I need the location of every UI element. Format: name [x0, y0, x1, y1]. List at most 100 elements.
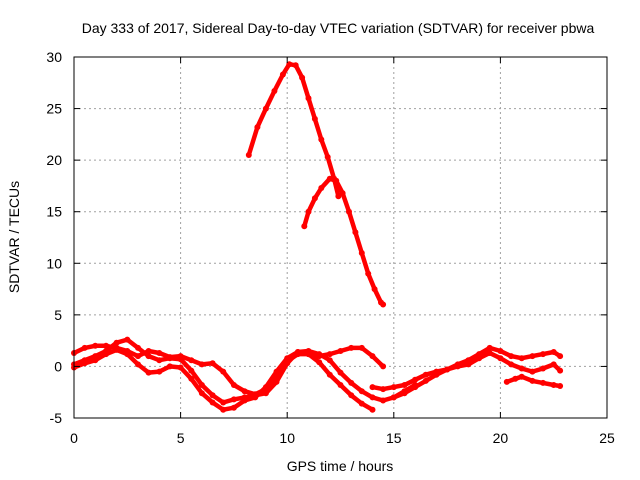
- data-point: [252, 394, 259, 401]
- data-point: [273, 378, 280, 385]
- data-point: [550, 382, 557, 388]
- data-point: [390, 394, 397, 401]
- series-track-2: [71, 336, 419, 406]
- y-tick-label: 30: [46, 49, 62, 65]
- data-point: [412, 384, 419, 391]
- data-point: [273, 368, 280, 375]
- data-point: [305, 208, 312, 215]
- data-point: [326, 175, 333, 182]
- data-point: [326, 357, 333, 364]
- x-tick-label: 20: [493, 430, 509, 446]
- x-axis-title: GPS time / hours: [287, 458, 394, 474]
- data-point: [518, 373, 525, 380]
- data-point: [279, 71, 286, 78]
- data-point: [230, 382, 237, 388]
- y-tick-label: -5: [50, 410, 63, 426]
- data-point: [124, 351, 131, 358]
- data-point: [156, 368, 163, 375]
- data-point: [241, 388, 248, 395]
- data-point: [81, 360, 88, 367]
- data-point: [145, 369, 152, 376]
- data-point: [230, 404, 237, 411]
- data-point: [135, 353, 141, 360]
- y-tick-label: 10: [46, 255, 62, 271]
- data-point: [220, 368, 227, 375]
- y-tick-label: 20: [46, 152, 62, 168]
- data-point: [486, 350, 493, 356]
- data-point: [135, 361, 141, 368]
- data-point: [245, 152, 252, 158]
- data-point: [380, 363, 387, 370]
- data-point: [358, 388, 365, 395]
- data-point: [529, 377, 536, 384]
- axis-ticks: 0 5 10 15 20 25 -5 0 5 10 15 20 25 30: [46, 49, 615, 446]
- data-point: [497, 348, 504, 354]
- data-point: [198, 382, 205, 388]
- data-point: [326, 351, 333, 358]
- series-band: [246, 61, 341, 199]
- x-tick-label: 15: [386, 430, 402, 446]
- data-point: [352, 229, 359, 236]
- data-point: [557, 353, 564, 360]
- data-point: [286, 61, 293, 68]
- data-point: [518, 355, 525, 362]
- data-point: [339, 190, 346, 197]
- data-point: [188, 367, 195, 374]
- data-point: [550, 349, 557, 355]
- data-point: [529, 368, 536, 375]
- data-point: [422, 377, 429, 384]
- data-point: [166, 355, 173, 362]
- data-point: [358, 344, 365, 351]
- data-point: [348, 344, 355, 351]
- data-point: [337, 348, 344, 354]
- y-axis-title: SDTVAR / TECUs: [6, 181, 22, 293]
- data-point: [503, 378, 510, 385]
- data-point: [284, 355, 291, 362]
- data-point: [156, 350, 163, 356]
- data-point: [318, 136, 325, 143]
- data-point: [380, 301, 387, 308]
- data-point: [145, 353, 152, 360]
- data-point: [292, 62, 299, 69]
- data-point: [369, 384, 376, 391]
- data-point: [348, 392, 355, 399]
- data-point: [335, 193, 342, 200]
- data-point: [156, 357, 163, 364]
- data-point: [508, 353, 515, 360]
- data-point: [346, 208, 352, 215]
- data-point: [433, 371, 440, 378]
- x-tick-label: 10: [279, 430, 295, 446]
- data-point: [380, 397, 387, 404]
- data-point: [557, 383, 564, 389]
- data-point: [113, 346, 120, 353]
- data-point: [220, 399, 227, 406]
- series-arc-peak-29: [245, 61, 342, 200]
- data-point: [124, 336, 131, 343]
- data-point: [113, 339, 120, 346]
- data-point: [262, 105, 269, 112]
- data-point: [326, 371, 333, 378]
- data-point: [369, 394, 376, 401]
- data-point: [311, 115, 318, 122]
- data-point: [177, 356, 184, 363]
- data-point: [103, 351, 109, 358]
- data-point: [209, 399, 216, 406]
- data-point: [337, 369, 344, 376]
- series-track-5: [390, 350, 564, 401]
- y-tick-label: 25: [46, 101, 62, 117]
- data-point: [401, 390, 408, 397]
- data-point: [512, 375, 519, 382]
- x-tick-label: 25: [599, 430, 615, 446]
- data-point: [348, 379, 355, 386]
- data-point: [358, 250, 365, 256]
- data-point: [444, 366, 451, 373]
- data-point: [318, 185, 325, 191]
- plot-frame: [73, 56, 608, 419]
- y-tick-label: 0: [54, 358, 62, 374]
- data-point: [412, 376, 419, 383]
- data-point: [316, 359, 323, 366]
- data-point: [299, 74, 306, 81]
- data-point: [92, 357, 99, 364]
- data-point: [166, 363, 173, 370]
